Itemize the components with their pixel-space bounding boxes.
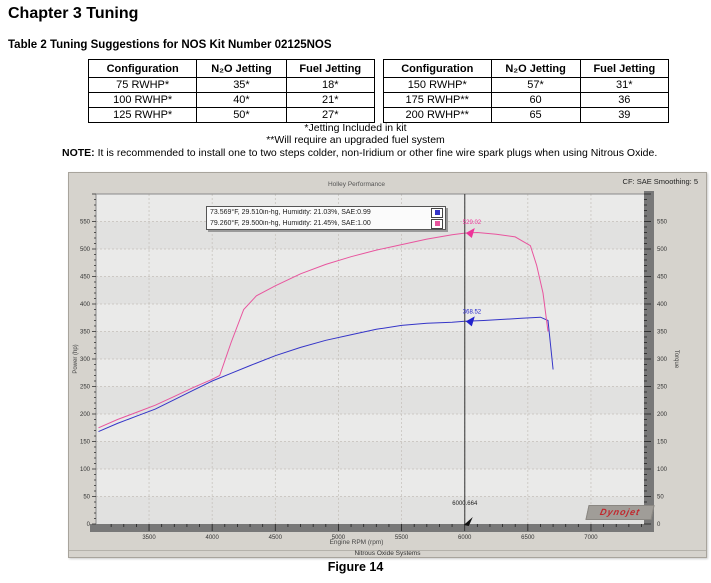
tuning-table-left: Configuration N₂O Jetting Fuel Jetting 7… bbox=[87, 59, 376, 123]
svg-text:100: 100 bbox=[80, 467, 91, 473]
svg-text:6000.664: 6000.664 bbox=[452, 501, 478, 507]
svg-text:0: 0 bbox=[657, 522, 661, 528]
tuning-table-right: Configuration N₂O Jetting Fuel Jetting 1… bbox=[383, 59, 670, 123]
svg-text:50: 50 bbox=[83, 495, 90, 501]
table-cell: 31* bbox=[579, 77, 670, 93]
svg-text:450: 450 bbox=[80, 275, 91, 281]
legend-swatch-blue bbox=[434, 210, 440, 215]
svg-text:100: 100 bbox=[657, 467, 668, 473]
table-row: 125 RWHP* 50* 27* bbox=[87, 107, 376, 123]
table-header-configuration: Configuration bbox=[383, 59, 492, 78]
table-cell: 35* bbox=[196, 77, 287, 93]
svg-text:529.02: 529.02 bbox=[463, 220, 482, 226]
legend-marker-box bbox=[431, 207, 443, 218]
table-cell: 57* bbox=[490, 77, 581, 93]
svg-text:350: 350 bbox=[657, 330, 668, 336]
power-curve-baseline-run-sae-0.99 bbox=[98, 316, 554, 433]
table-row: 150 RWHP* 57* 31* bbox=[383, 77, 670, 93]
svg-text:4500: 4500 bbox=[269, 535, 283, 541]
table-cell: 150 RWHP* bbox=[383, 77, 492, 93]
table-row: 75 RWHP* 35* 18* bbox=[87, 77, 376, 93]
figure-caption: Figure 14 bbox=[327, 560, 384, 574]
svg-text:300: 300 bbox=[80, 357, 91, 363]
dynojet-logo: Dynojet bbox=[585, 505, 655, 520]
svg-text:6500: 6500 bbox=[521, 535, 535, 541]
svg-text:3500: 3500 bbox=[142, 535, 156, 541]
legend-row-baseline: 73.569°F, 29.510in-hg, Humidity: 21.03%,… bbox=[207, 207, 445, 218]
nitrous-oxide-systems-label: Nitrous Oxide Systems bbox=[69, 550, 706, 557]
sae-smoothing-label: CF: SAE Smoothing: 5 bbox=[622, 177, 698, 186]
svg-text:0: 0 bbox=[87, 522, 91, 528]
table-cell: 50* bbox=[196, 107, 287, 123]
svg-text:250: 250 bbox=[80, 385, 91, 391]
svg-text:200: 200 bbox=[657, 412, 668, 418]
svg-text:300: 300 bbox=[657, 357, 668, 363]
table-caption: Table 2 Tuning Suggestions for NOS Kit N… bbox=[8, 39, 332, 51]
table-cell: 65 bbox=[490, 107, 581, 123]
table-cell: 200 RWHP** bbox=[383, 107, 492, 123]
note-label: NOTE: bbox=[62, 147, 95, 159]
svg-text:450: 450 bbox=[657, 275, 668, 281]
footnote-jetting-included: *Jetting Included in kit bbox=[304, 122, 407, 134]
table-header-configuration: Configuration bbox=[87, 59, 198, 78]
svg-text:7000: 7000 bbox=[584, 535, 598, 541]
table-cell: 39 bbox=[579, 107, 670, 123]
chart-title: Holley Performance bbox=[327, 181, 386, 188]
table-cell: 125 RWHP* bbox=[87, 107, 198, 123]
note-text: It is recommended to install one to two … bbox=[94, 147, 658, 159]
svg-text:5500: 5500 bbox=[395, 535, 409, 541]
table-header-n2o-jetting: N₂O Jetting bbox=[490, 59, 581, 78]
table-row: 175 RWHP** 60 36 bbox=[383, 92, 670, 108]
table-cell: 21* bbox=[285, 92, 376, 108]
svg-text:350: 350 bbox=[80, 330, 91, 336]
svg-text:150: 150 bbox=[80, 440, 91, 446]
table-header-fuel-jetting: Fuel Jetting bbox=[579, 59, 670, 78]
dyno-chart: 0501001502002503003504004505005500501001… bbox=[73, 191, 679, 541]
legend-swatch-pink bbox=[434, 221, 440, 226]
svg-text:Power (hp): Power (hp) bbox=[73, 344, 79, 373]
svg-text:200: 200 bbox=[80, 412, 91, 418]
table-cell: 40* bbox=[196, 92, 287, 108]
table-cell: 75 RWHP* bbox=[87, 77, 198, 93]
svg-text:500: 500 bbox=[657, 247, 668, 253]
chapter-title: Chapter 3 Tuning bbox=[8, 5, 139, 22]
legend-row-nitrous: 79.260°F, 29.500in-hg, Humidity: 21.45%,… bbox=[207, 218, 445, 229]
footnote-fuel-system: **Will require an upgraded fuel system bbox=[266, 134, 445, 146]
table-cell: 175 RWHP** bbox=[383, 92, 492, 108]
legend-label-baseline: 73.569°F, 29.510in-hg, Humidity: 21.03%,… bbox=[210, 209, 371, 216]
table-cell: 36 bbox=[579, 92, 670, 108]
table-header-n2o-jetting: N₂O Jetting bbox=[196, 59, 287, 78]
legend-marker-box bbox=[431, 218, 443, 229]
legend-label-nitrous: 79.260°F, 29.500in-hg, Humidity: 21.45%,… bbox=[210, 220, 371, 227]
svg-text:5000: 5000 bbox=[332, 535, 346, 541]
note: NOTE: It is recommended to install one t… bbox=[62, 147, 702, 159]
svg-text:400: 400 bbox=[657, 302, 668, 308]
table-cell: 18* bbox=[285, 77, 376, 93]
dyno-chart-window: CF: SAE Smoothing: 5 Holley Performance … bbox=[68, 172, 707, 558]
svg-text:4000: 4000 bbox=[205, 535, 219, 541]
svg-text:250: 250 bbox=[657, 385, 668, 391]
svg-text:368.52: 368.52 bbox=[463, 309, 482, 315]
table-cell: 27* bbox=[285, 107, 376, 123]
table-row: 200 RWHP** 65 39 bbox=[383, 107, 670, 123]
svg-text:Torque: Torque bbox=[673, 350, 679, 369]
table-header-row: Configuration N₂O Jetting Fuel Jetting bbox=[383, 59, 670, 78]
table-header-fuel-jetting: Fuel Jetting bbox=[285, 59, 376, 78]
svg-text:50: 50 bbox=[657, 495, 664, 501]
svg-text:550: 550 bbox=[80, 220, 91, 226]
svg-text:550: 550 bbox=[657, 220, 668, 226]
table-header-row: Configuration N₂O Jetting Fuel Jetting bbox=[87, 59, 376, 78]
chart-legend: 73.569°F, 29.510in-hg, Humidity: 21.03%,… bbox=[206, 206, 446, 230]
svg-text:150: 150 bbox=[657, 440, 668, 446]
table-cell: 100 RWHP* bbox=[87, 92, 198, 108]
svg-text:6000: 6000 bbox=[458, 535, 472, 541]
table-row: 100 RWHP* 40* 21* bbox=[87, 92, 376, 108]
svg-text:500: 500 bbox=[80, 247, 91, 253]
power-curve-nitrous-run-sae-1.00 bbox=[98, 231, 549, 429]
svg-text:400: 400 bbox=[80, 302, 91, 308]
x-axis-label: Engine RPM (rpm) bbox=[329, 539, 384, 546]
table-cell: 60 bbox=[490, 92, 581, 108]
